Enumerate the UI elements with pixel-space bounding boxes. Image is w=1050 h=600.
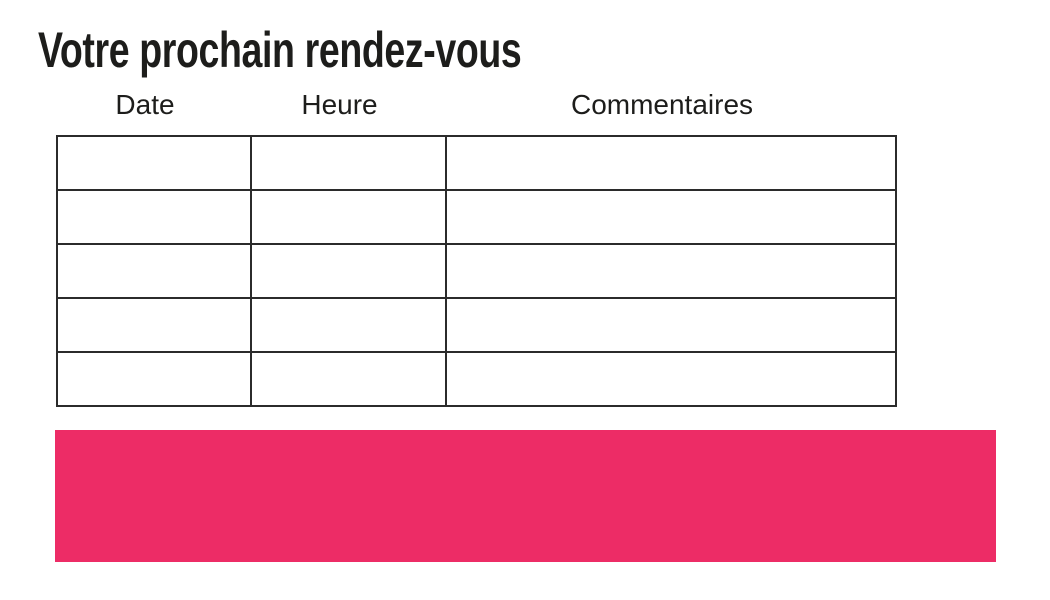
table-column-headers: Date Heure Commentaires xyxy=(48,91,887,119)
table-cell xyxy=(445,189,897,245)
table-cell xyxy=(445,135,897,191)
table-cell xyxy=(445,351,897,407)
table-row xyxy=(56,189,897,245)
table-cell xyxy=(56,243,252,299)
column-header-heure: Heure xyxy=(301,89,378,120)
table-row xyxy=(56,135,897,191)
table-cell xyxy=(445,243,897,299)
column-header-commentaires: Commentaires xyxy=(570,89,754,120)
appointment-table-body xyxy=(56,135,897,407)
column-header-date: Date xyxy=(115,89,175,120)
table-cell xyxy=(250,351,447,407)
appointment-table xyxy=(56,135,897,407)
pink-banner xyxy=(55,430,996,562)
page-title: Votre prochain rendez-vous xyxy=(38,22,522,78)
table-row xyxy=(56,351,897,407)
table-cell xyxy=(56,297,252,353)
table-cell xyxy=(56,135,252,191)
table-cell xyxy=(56,189,252,245)
table-cell xyxy=(250,189,447,245)
table-cell xyxy=(250,243,447,299)
table-cell xyxy=(56,351,252,407)
table-cell xyxy=(250,135,447,191)
table-row xyxy=(56,243,897,299)
table-cell xyxy=(250,297,447,353)
table-cell xyxy=(445,297,897,353)
table-row xyxy=(56,297,897,353)
